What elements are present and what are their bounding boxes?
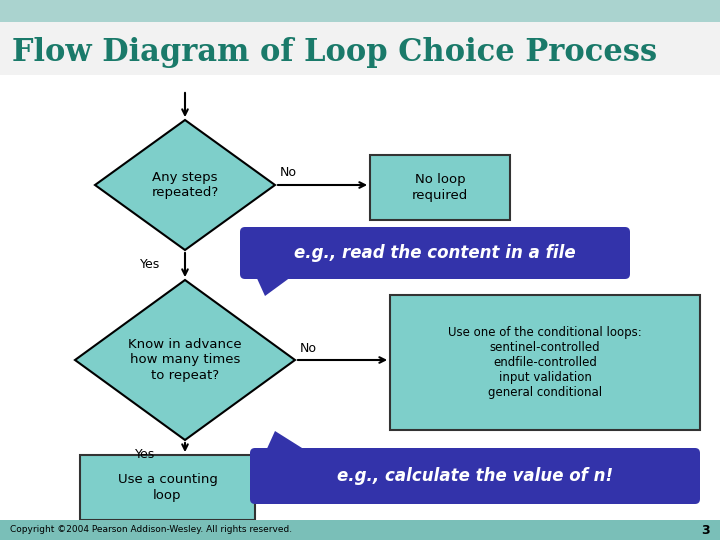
Text: 3: 3 bbox=[701, 523, 710, 537]
FancyBboxPatch shape bbox=[250, 448, 700, 504]
Text: No loop
required: No loop required bbox=[412, 173, 468, 201]
Text: Any steps
repeated?: Any steps repeated? bbox=[151, 171, 219, 199]
Text: e.g., calculate the value of n!: e.g., calculate the value of n! bbox=[337, 467, 613, 485]
Polygon shape bbox=[75, 280, 295, 440]
Bar bbox=[0, 0, 720, 22]
Text: Use a counting
loop: Use a counting loop bbox=[117, 474, 217, 502]
Bar bbox=[390, 295, 700, 430]
Text: No: No bbox=[280, 166, 297, 179]
Bar bbox=[370, 155, 510, 220]
Text: Copyright ©2004 Pearson Addison-Wesley. All rights reserved.: Copyright ©2004 Pearson Addison-Wesley. … bbox=[10, 525, 292, 535]
Text: Use one of the conditional loops:
sentinel-controlled
endfile-controlled
input v: Use one of the conditional loops: sentin… bbox=[448, 326, 642, 399]
Text: Flow Diagram of Loop Choice Process: Flow Diagram of Loop Choice Process bbox=[12, 37, 657, 68]
Polygon shape bbox=[95, 120, 275, 250]
Bar bbox=[80, 455, 255, 520]
Text: No: No bbox=[300, 341, 317, 354]
Polygon shape bbox=[265, 431, 310, 453]
Polygon shape bbox=[255, 274, 295, 296]
Text: Yes: Yes bbox=[140, 259, 161, 272]
Bar bbox=[0, 0, 720, 75]
Text: Yes: Yes bbox=[135, 449, 156, 462]
Text: Know in advance
how many times
to repeat?: Know in advance how many times to repeat… bbox=[128, 339, 242, 381]
Bar bbox=[0, 520, 720, 540]
FancyBboxPatch shape bbox=[240, 227, 630, 279]
Text: e.g., read the content in a file: e.g., read the content in a file bbox=[294, 244, 576, 262]
